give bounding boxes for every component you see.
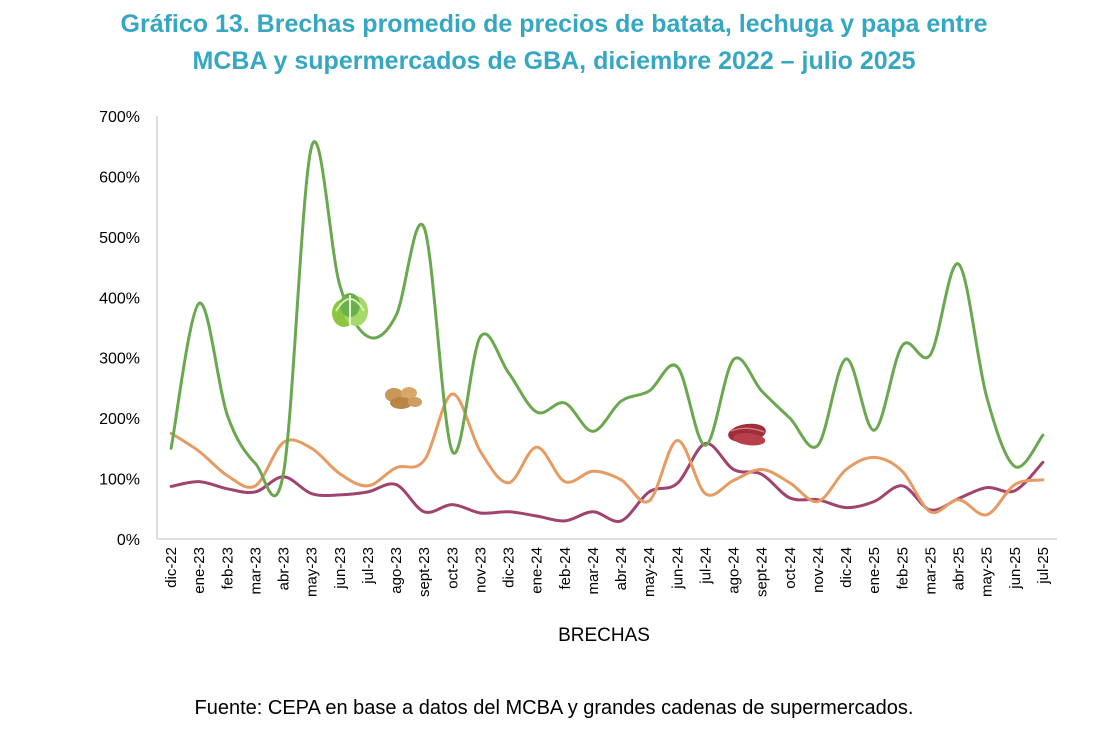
x-tick-label: feb-25 xyxy=(894,547,911,590)
x-tick-label: abr-25 xyxy=(951,547,968,590)
x-tick-label: oct-24 xyxy=(782,547,799,589)
x-axis-label: BRECHAS xyxy=(558,625,650,646)
y-tick-label: 500% xyxy=(99,230,140,247)
x-tick-labels: dic-22 ene-23 feb-23 mar-23 abr-23 may-23 jun-… xyxy=(163,547,1052,597)
x-tick-label: mar-25 xyxy=(922,547,939,595)
chart-title-line-2: MCBA y supermercados de GBA, diciembre 2… xyxy=(192,47,916,75)
x-tick-label: feb-23 xyxy=(219,547,236,590)
x-tick-label: jun-23 xyxy=(332,547,349,590)
x-tick-label: may-24 xyxy=(641,547,658,597)
lettuce-icon xyxy=(332,293,368,327)
line-chart: 0% 100% 200% 300% 400% 500% 600% 700% dic-22 ene… xyxy=(99,109,1057,646)
x-tick-label: nov-24 xyxy=(810,547,827,593)
y-tick-label: 400% xyxy=(99,290,140,307)
chart-axes xyxy=(156,116,1057,540)
x-tick-label: ene-23 xyxy=(191,547,208,594)
y-tick-label: 300% xyxy=(99,351,140,368)
x-tick-label: jun-24 xyxy=(669,547,686,590)
y-tick-label: 700% xyxy=(99,109,140,126)
series-line-batata xyxy=(169,441,1045,523)
x-tick-label: dic-23 xyxy=(501,547,518,588)
series-icons xyxy=(332,293,766,446)
x-tick-label: abr-23 xyxy=(276,547,293,590)
x-tick-label: dic-22 xyxy=(163,547,180,588)
x-tick-label: jul-24 xyxy=(697,547,714,585)
source-note: Fuente: CEPA en base a datos del MCBA y … xyxy=(194,697,914,719)
x-tick-label: nov-23 xyxy=(472,547,489,593)
series-line-lechuga xyxy=(169,140,1045,498)
x-tick-label: jul-23 xyxy=(360,547,377,585)
chart-title-line-1: Gráfico 13. Brechas promedio de precios … xyxy=(120,10,988,38)
series-line-papa xyxy=(169,392,1045,517)
y-tick-label: 600% xyxy=(99,169,140,186)
x-tick-label: ago-23 xyxy=(388,547,405,594)
x-tick-label: feb-24 xyxy=(557,547,574,590)
x-tick-label: ene-24 xyxy=(529,547,546,594)
x-tick-label: oct-23 xyxy=(444,547,461,589)
x-tick-label: dic-24 xyxy=(838,547,855,588)
x-tick-label: mar-24 xyxy=(585,547,602,595)
x-tick-label: mar-23 xyxy=(247,547,264,595)
x-tick-label: ene-25 xyxy=(866,547,883,594)
x-tick-label: sept-24 xyxy=(754,547,771,597)
y-tick-label: 200% xyxy=(99,411,140,428)
x-tick-label: abr-24 xyxy=(613,547,630,590)
x-tick-label: may-23 xyxy=(304,547,321,597)
y-tick-label: 100% xyxy=(99,472,140,489)
series-lines xyxy=(169,140,1045,523)
x-tick-label: ago-24 xyxy=(726,547,743,594)
chart-title: Gráfico 13. Brechas promedio de precios … xyxy=(0,6,1108,80)
y-tick-label: 0% xyxy=(117,532,140,549)
x-tick-label: jul-25 xyxy=(1035,547,1052,585)
x-tick-label: sept-23 xyxy=(416,547,433,597)
sweet-potato-icon xyxy=(728,423,766,446)
y-tick-labels: 0% 100% 200% 300% 400% 500% 600% 700% xyxy=(99,109,140,549)
potato-icon xyxy=(385,387,422,409)
x-tick-label: may-25 xyxy=(979,547,996,597)
x-tick-label: jun-25 xyxy=(1007,547,1024,590)
